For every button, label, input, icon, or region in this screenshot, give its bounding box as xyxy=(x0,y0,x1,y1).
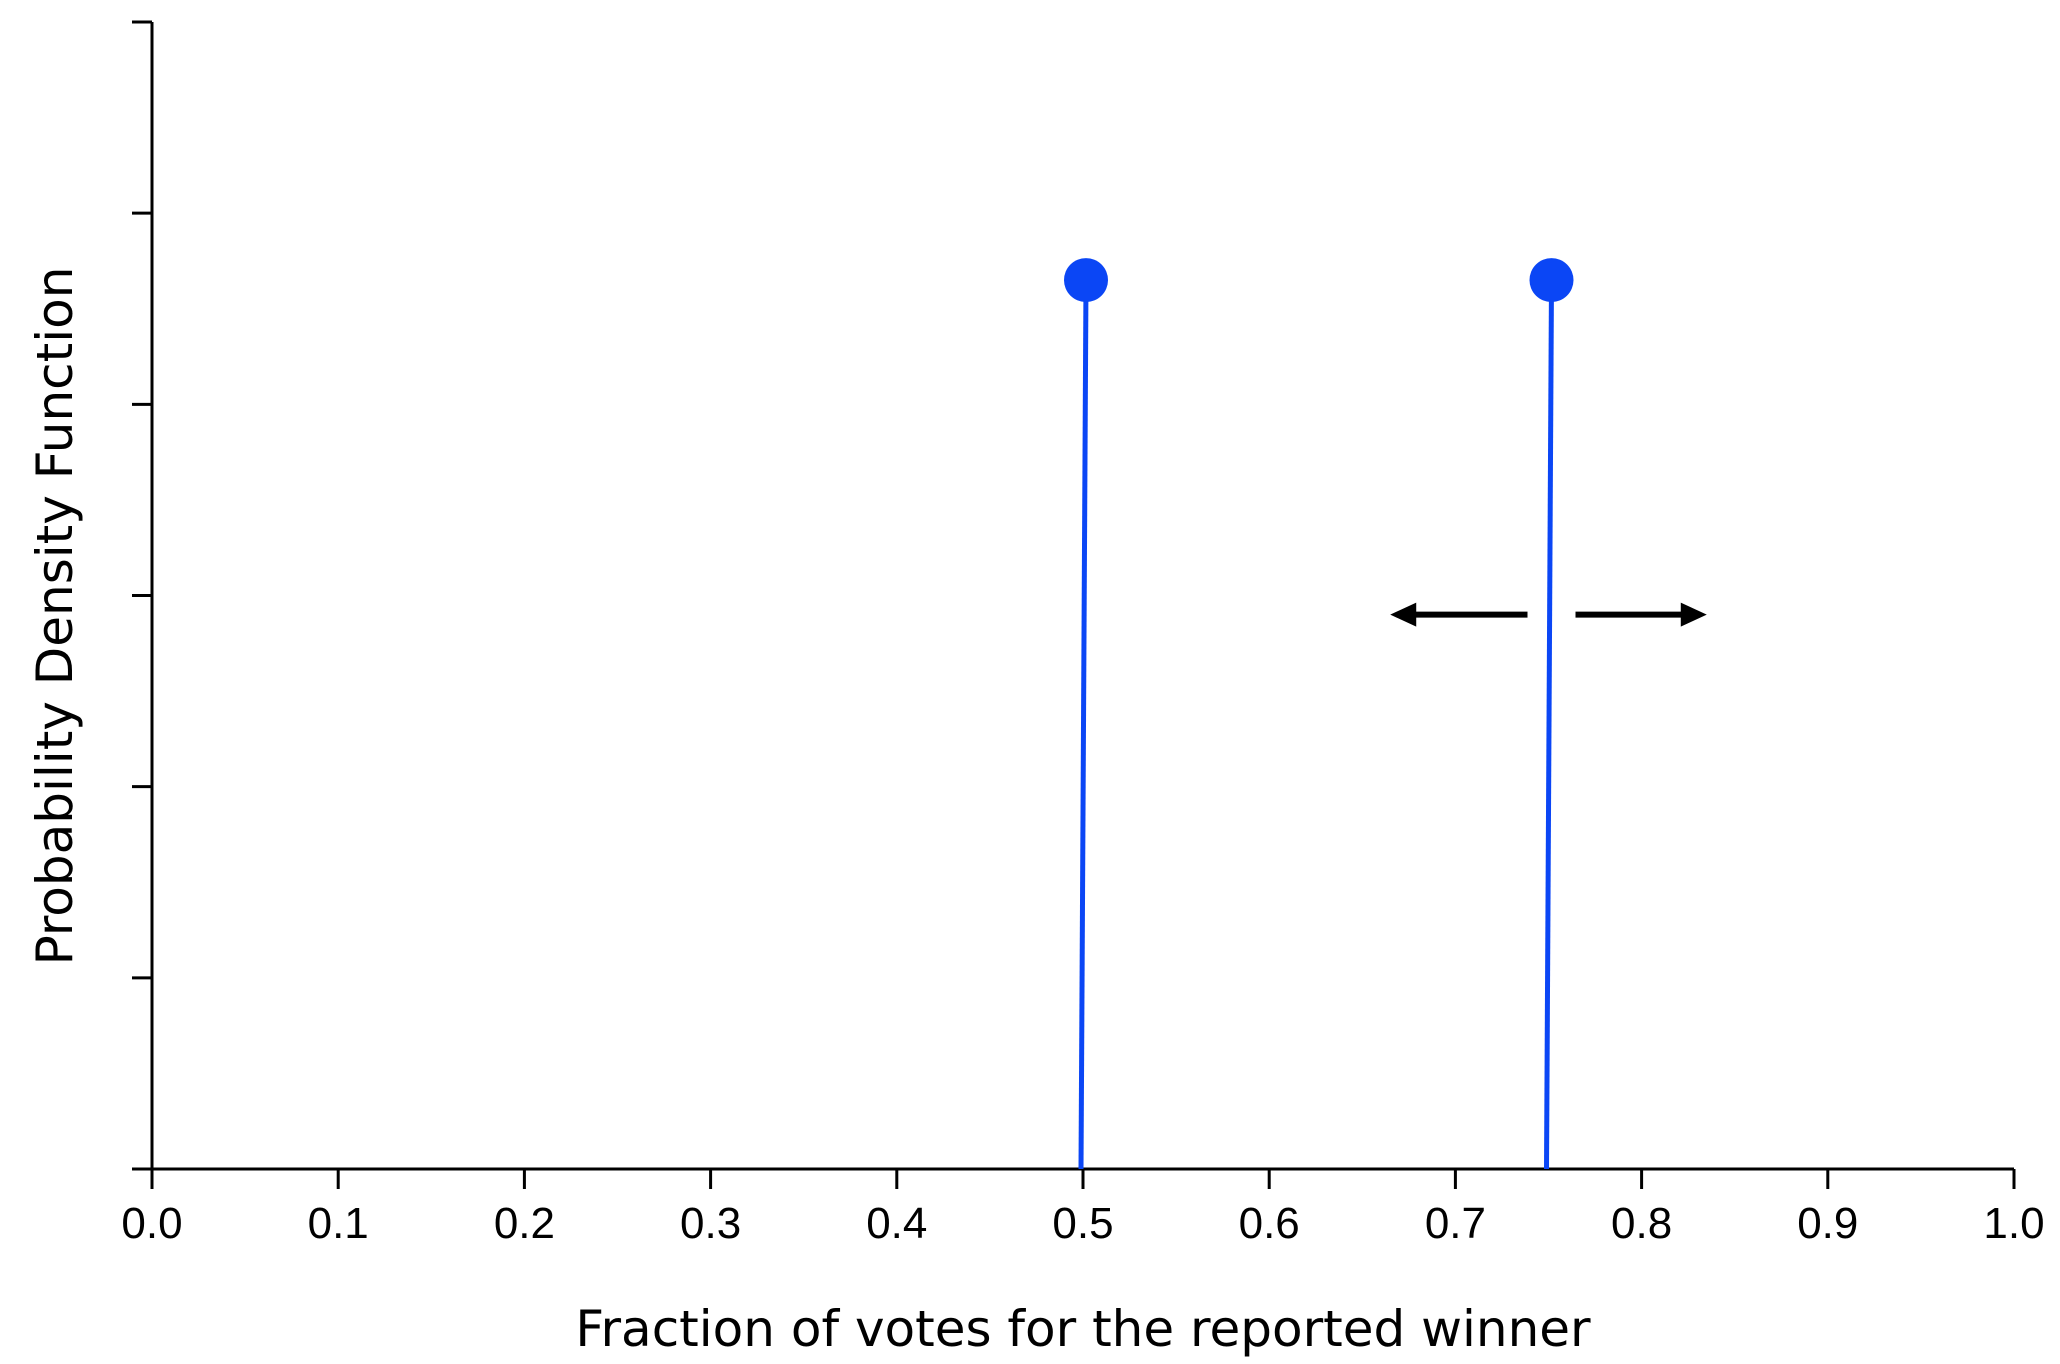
arrow-right-head xyxy=(1680,602,1707,627)
stem-line xyxy=(1544,280,1554,1170)
series-stems xyxy=(1064,258,1574,1170)
x-axis-title: Fraction of votes for the reported winne… xyxy=(575,1300,1591,1358)
x-tick-label: 0.5 xyxy=(1052,1199,1113,1248)
stem-marker xyxy=(1064,258,1108,303)
x-tick-label: 0.1 xyxy=(308,1199,369,1248)
y-axis-title: Probability Density Function xyxy=(26,267,84,966)
x-tick-label: 0.7 xyxy=(1425,1199,1486,1248)
annotations xyxy=(1390,602,1707,627)
x-tick-label: 0.6 xyxy=(1239,1199,1300,1248)
x-axis-ticks: 0.0 0.1 0.2 0.3 0.4 0.5 0.6 0.7 0.8 0.9 1.0 xyxy=(121,1169,2045,1248)
x-tick-label: 0.8 xyxy=(1611,1199,1672,1248)
arrow-left-head xyxy=(1390,602,1417,627)
y-axis-ticks xyxy=(132,20,152,1171)
stem-line xyxy=(1078,280,1089,1170)
x-tick-label: 1.0 xyxy=(1983,1199,2044,1248)
x-tick-label: 0.4 xyxy=(866,1199,927,1248)
x-tick-label: 0.0 xyxy=(121,1199,182,1248)
x-tick-label: 0.3 xyxy=(680,1199,741,1248)
x-tick-label: 0.2 xyxy=(494,1199,555,1248)
x-tick-label: 0.9 xyxy=(1797,1199,1858,1248)
stem-marker xyxy=(1529,258,1574,303)
